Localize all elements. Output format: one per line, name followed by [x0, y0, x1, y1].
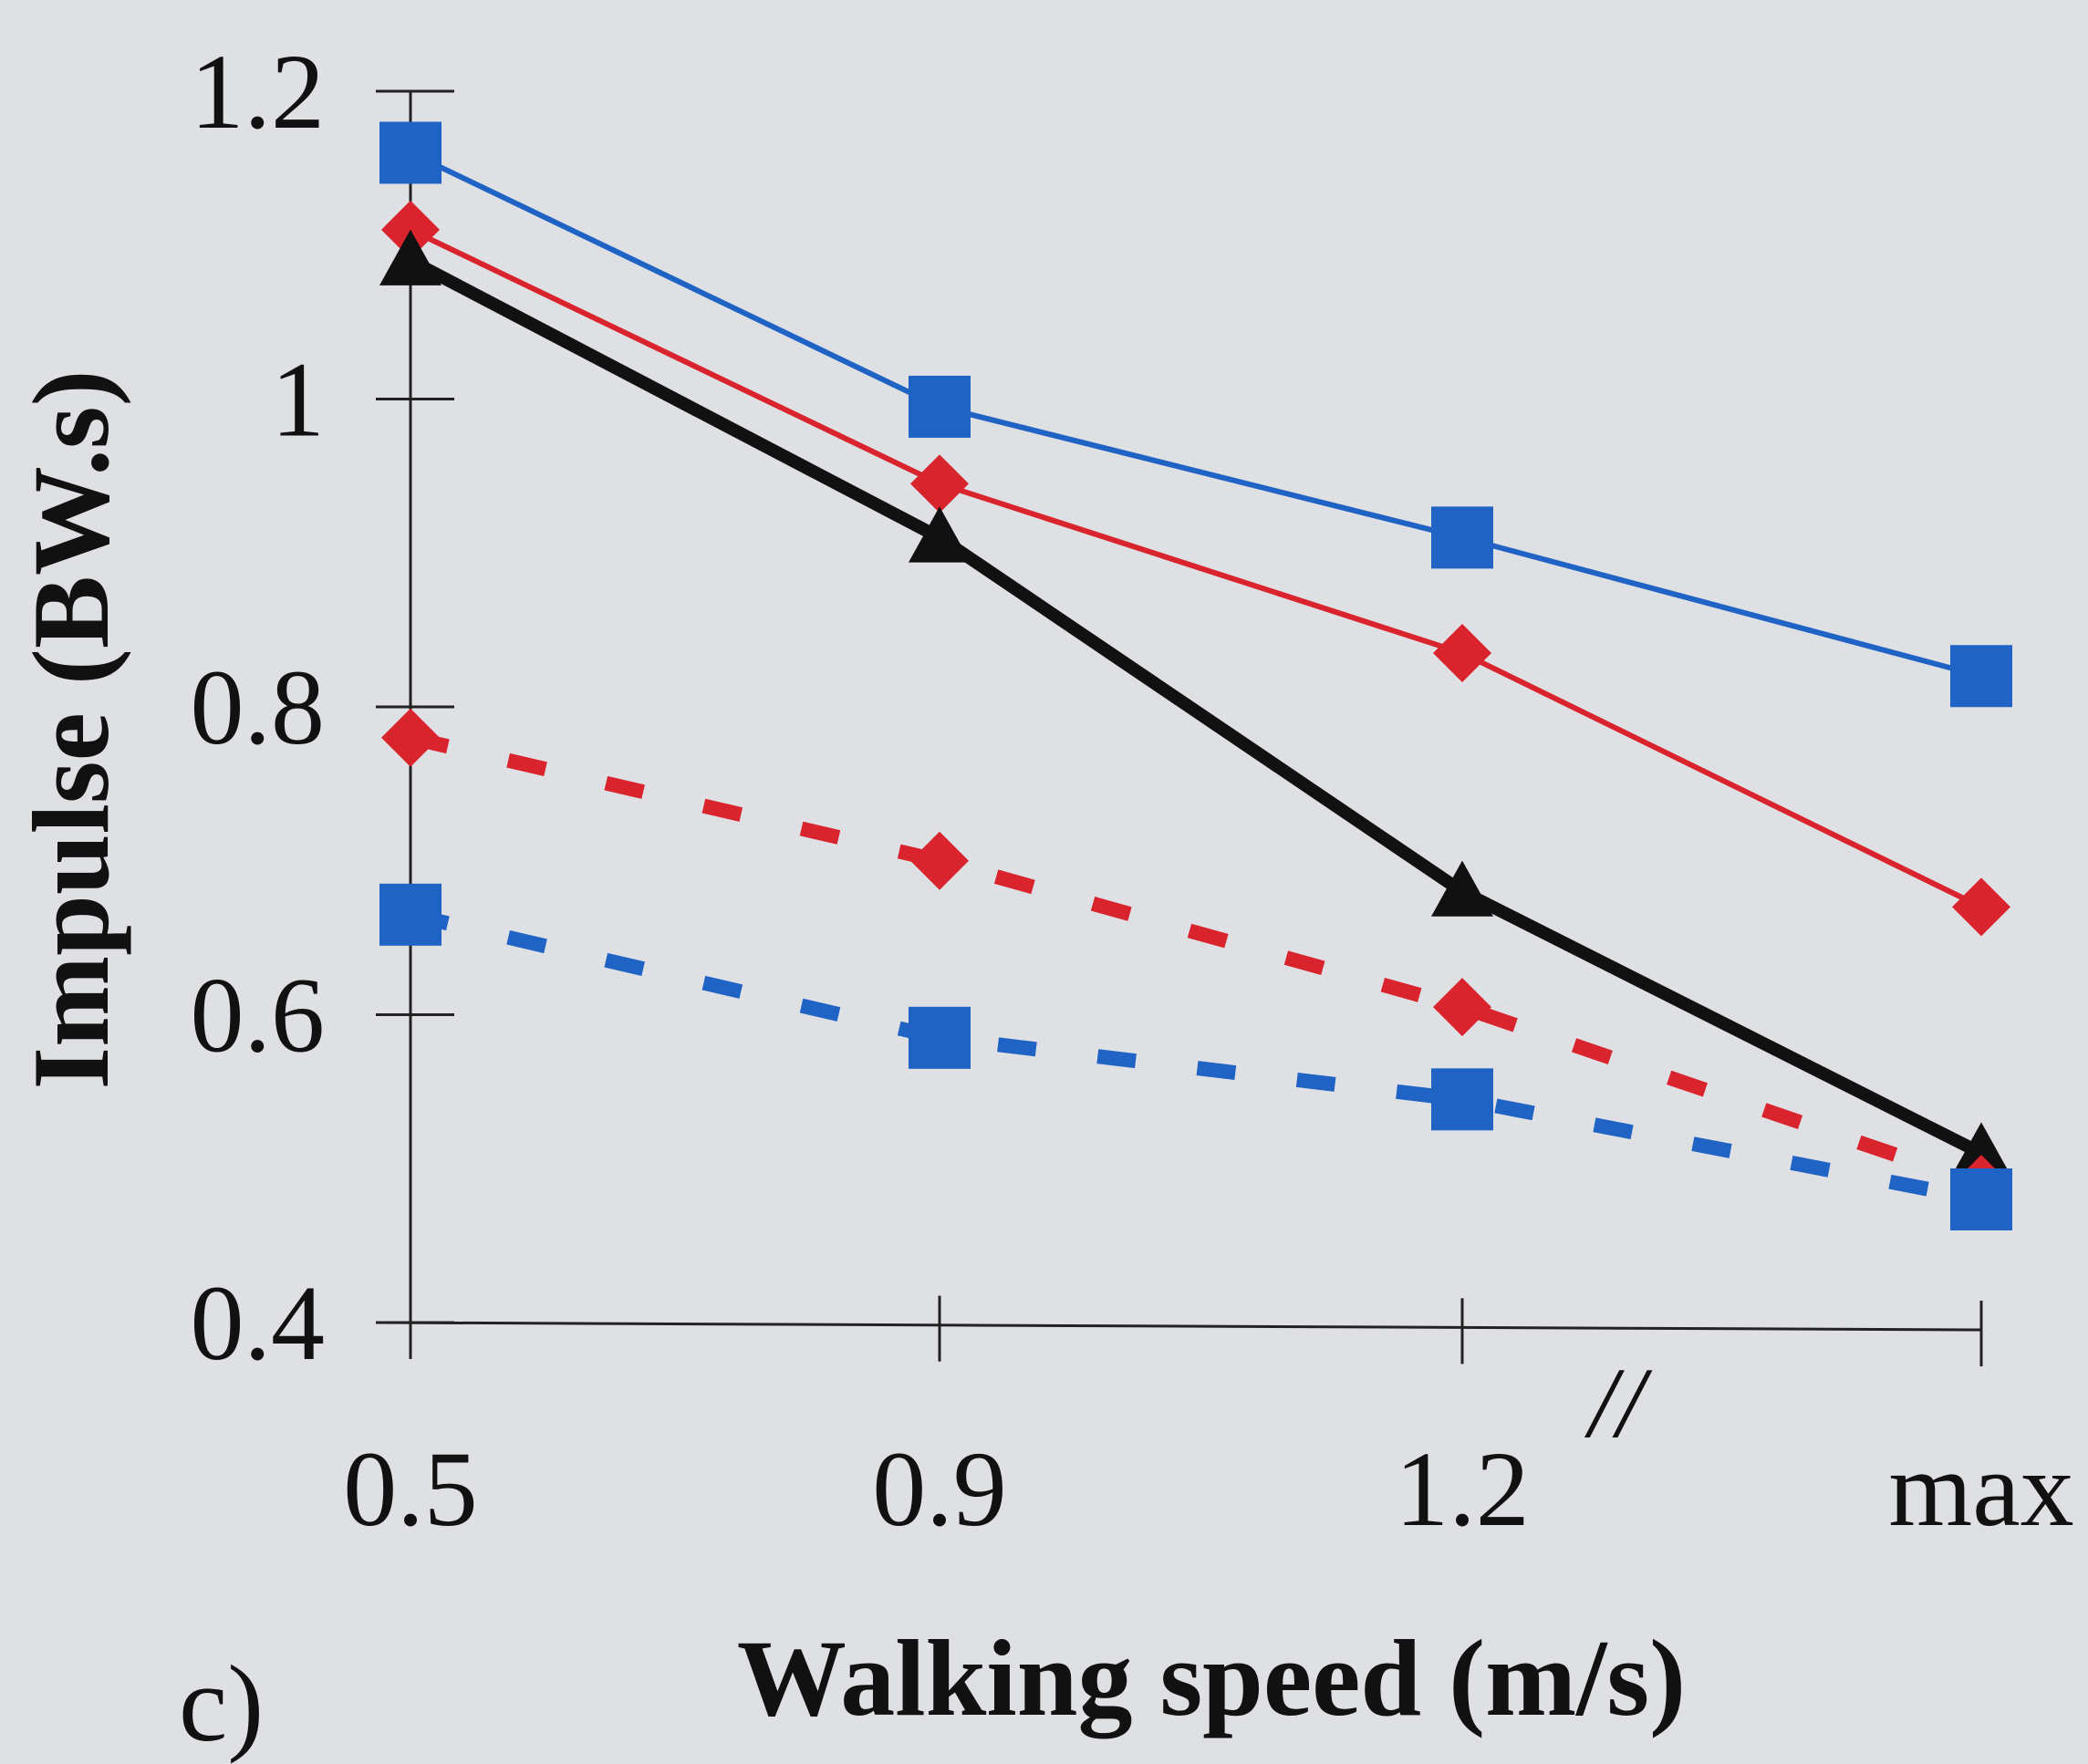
- series-line: [407, 254, 1985, 1159]
- y-tick-label: 1.2: [191, 32, 326, 151]
- diamond-marker: [381, 708, 440, 767]
- x-axis-line: [375, 1321, 1982, 1332]
- series-line: [409, 227, 1983, 910]
- axes: [375, 91, 1982, 1332]
- square-marker: [909, 375, 971, 438]
- square-marker: [1431, 506, 1493, 569]
- y-tick-label: 0.8: [191, 648, 326, 767]
- y-tick-label: 1: [271, 340, 325, 460]
- series-2: [379, 229, 2012, 1178]
- series-line: [409, 150, 1982, 680]
- square-marker: [379, 121, 441, 184]
- y-tick-label: 0.6: [191, 956, 326, 1075]
- series-line: [409, 908, 1983, 1207]
- diamond-marker: [910, 831, 969, 890]
- square-marker: [1431, 1068, 1493, 1131]
- diamond-marker: [1952, 877, 2010, 937]
- series-0: [379, 121, 2012, 708]
- square-marker: [909, 1006, 971, 1069]
- diamond-marker: [1433, 978, 1491, 1037]
- x-tick-label: 0.9: [872, 1429, 1007, 1549]
- y-axis-title: Impulse (BW.s): [10, 369, 131, 1089]
- y-ticks: 0.4 0.6 0.8 1 1.2: [191, 32, 454, 1383]
- square-marker: [1950, 645, 2012, 708]
- square-marker: [379, 883, 441, 946]
- x-tick-label: 1.2: [1395, 1429, 1530, 1549]
- x-tick-label: max: [1888, 1429, 2073, 1549]
- diamond-marker: [1433, 623, 1491, 682]
- x-tick-label: 0.5: [343, 1429, 478, 1549]
- triangle-marker: [379, 229, 441, 285]
- triangle-marker: [909, 506, 971, 563]
- x-ticks: 0.5 0.9 1.2 max: [343, 1293, 2074, 1549]
- diamond-marker: [910, 454, 969, 514]
- x-axis-title: Walking speed (m/s): [737, 1617, 1686, 1739]
- axis-break-mark: //: [1584, 1347, 1653, 1458]
- series-4: [379, 883, 2012, 1230]
- series-layer: [379, 121, 2012, 1230]
- y-tick-label: 0.4: [191, 1263, 326, 1383]
- triangle-marker: [1950, 1122, 2012, 1178]
- square-marker: [1950, 1168, 2012, 1230]
- series-line: [409, 730, 1984, 1191]
- triangle-marker: [1431, 860, 1493, 917]
- series-1: [381, 200, 2010, 937]
- panel-label: c): [179, 1643, 264, 1764]
